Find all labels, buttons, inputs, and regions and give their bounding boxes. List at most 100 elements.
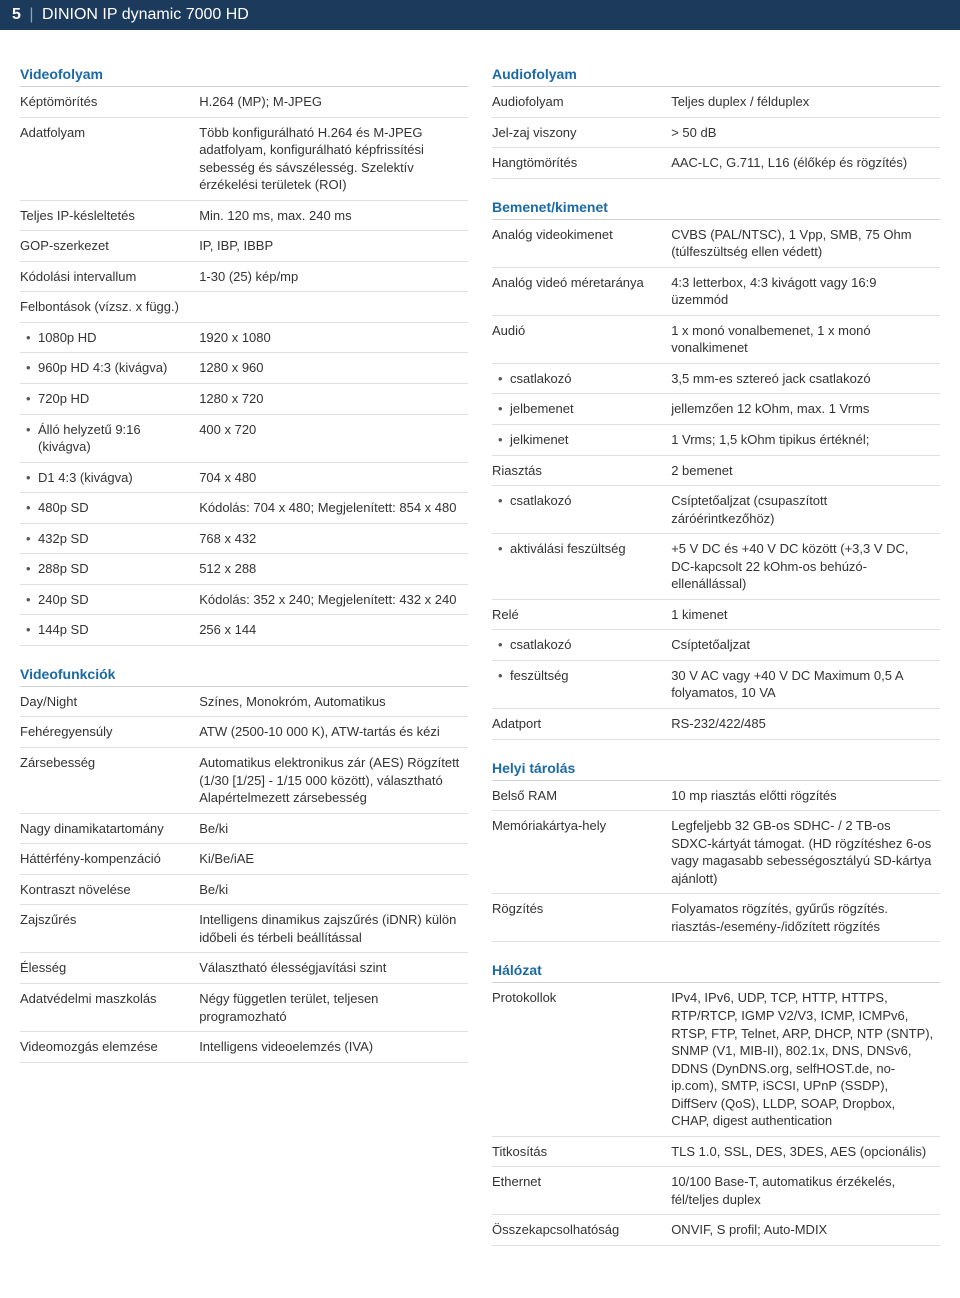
value: 400 x 720 (199, 414, 468, 462)
value: Intelligens videoelemzés (IVA) (199, 1032, 468, 1063)
value: ATW (2500-10 000 K), ATW-tartás és kézi (199, 717, 468, 748)
right-column: Audiofolyam AudiofolyamTeljes duplex / f… (492, 60, 940, 1260)
value: AAC-LC, G.711, L16 (élőkép és rögzítés) (671, 148, 940, 179)
value: 704 x 480 (199, 462, 468, 493)
table-videofunkciok: Day/NightSzínes, Monokróm, Automatikus F… (20, 687, 468, 1063)
label: Audiofolyam (492, 87, 671, 117)
label: Videomozgás elemzése (20, 1032, 199, 1063)
value: +5 V DC és +40 V DC között (+3,3 V DC, D… (671, 534, 940, 600)
label: csatlakozó (492, 363, 671, 394)
label: Relé (492, 599, 671, 630)
label: Élesség (20, 953, 199, 984)
label: jelkimenet (492, 425, 671, 456)
label: Képtömörítés (20, 87, 199, 117)
label: Protokollok (492, 983, 671, 1136)
value: 512 x 288 (199, 554, 468, 585)
label: Háttérfény-kompenzáció (20, 844, 199, 875)
value: Folyamatos rögzítés, gyűrűs rögzítés. ri… (671, 894, 940, 942)
label: jelbemenet (492, 394, 671, 425)
label: Memóriakártya-hely (492, 811, 671, 894)
label: Álló helyzetű 9:16 (kivágva) (20, 414, 199, 462)
value: Választható élességjavítási szint (199, 953, 468, 984)
label: csatlakozó (492, 630, 671, 661)
value: IPv4, IPv6, UDP, TCP, HTTP, HTTPS, RTP/R… (671, 983, 940, 1136)
value: Kódolás: 352 x 240; Megjelenített: 432 x… (199, 584, 468, 615)
value: RS-232/422/485 (671, 709, 940, 740)
value: 3,5 mm-es sztereó jack csatlakozó (671, 363, 940, 394)
label: 240p SD (20, 584, 199, 615)
label: 1080p HD (20, 322, 199, 353)
value: Több konfigurálható H.264 és M-JPEG adat… (199, 117, 468, 200)
label: Hangtömörítés (492, 148, 671, 179)
value: Teljes duplex / félduplex (671, 87, 940, 117)
felbontasok-label: Felbontások (vízsz. x függ.) (20, 292, 468, 323)
value: 1-30 (25) kép/mp (199, 261, 468, 292)
label: Kódolási intervallum (20, 261, 199, 292)
label: Jel-zaj viszony (492, 117, 671, 148)
value: 2 bemenet (671, 455, 940, 486)
value: 30 V AC vagy +40 V DC Maximum 0,5 A foly… (671, 660, 940, 708)
section-videofunkciok: Videofunkciók (20, 660, 468, 687)
value: 10 mp riasztás előtti rögzítés (671, 781, 940, 811)
value: 1920 x 1080 (199, 322, 468, 353)
value: Be/ki (199, 813, 468, 844)
value: Színes, Monokróm, Automatikus (199, 687, 468, 717)
label: feszültség (492, 660, 671, 708)
label: 720p HD (20, 384, 199, 415)
section-bemenet: Bemenet/kimenet (492, 193, 940, 220)
page-header: 5 | DINION IP dynamic 7000 HD (0, 0, 960, 30)
value: > 50 dB (671, 117, 940, 148)
value: Csíptetőaljzat (csupaszított záróérintke… (671, 486, 940, 534)
label: Analóg videó méretaránya (492, 267, 671, 315)
header-separator: | (29, 6, 33, 23)
section-audiofolyam: Audiofolyam (492, 60, 940, 87)
value: Automatikus elektronikus zár (AES) Rögzí… (199, 748, 468, 814)
label: Ethernet (492, 1167, 671, 1215)
label: GOP-szerkezet (20, 231, 199, 262)
label: Összekapcsolhatóság (492, 1215, 671, 1246)
page-number: 5 (12, 6, 21, 23)
value: Négy független terület, teljesen program… (199, 983, 468, 1031)
value: Kódolás: 704 x 480; Megjelenített: 854 x… (199, 493, 468, 524)
table-videofolyam: KéptömörítésH.264 (MP); M-JPEG Adatfolya… (20, 87, 468, 646)
table-audiofolyam: AudiofolyamTeljes duplex / félduplex Jel… (492, 87, 940, 179)
label: Analóg videokimenet (492, 220, 671, 268)
value: 1 x monó vonalbemenet, 1 x monó vonalkim… (671, 315, 940, 363)
table-bemenet: Analóg videokimenetCVBS (PAL/NTSC), 1 Vp… (492, 220, 940, 740)
value: Be/ki (199, 874, 468, 905)
section-halozat: Hálózat (492, 956, 940, 983)
label: D1 4:3 (kivágva) (20, 462, 199, 493)
value: 1280 x 960 (199, 353, 468, 384)
value: Intelligens dinamikus zajszűrés (iDNR) k… (199, 905, 468, 953)
page-title: DINION IP dynamic 7000 HD (42, 6, 249, 23)
value: 10/100 Base-T, automatikus érzékelés, fé… (671, 1167, 940, 1215)
label: 432p SD (20, 523, 199, 554)
value: Ki/Be/iAE (199, 844, 468, 875)
label: Adatport (492, 709, 671, 740)
label: Zajszűrés (20, 905, 199, 953)
label: Zársebesség (20, 748, 199, 814)
section-videofolyam: Videofolyam (20, 60, 468, 87)
value: Csíptetőaljzat (671, 630, 940, 661)
value: Min. 120 ms, max. 240 ms (199, 200, 468, 231)
section-helyi: Helyi tárolás (492, 754, 940, 781)
value: 256 x 144 (199, 615, 468, 646)
label: aktiválási feszültség (492, 534, 671, 600)
left-column: Videofolyam KéptömörítésH.264 (MP); M-JP… (20, 60, 468, 1260)
value: CVBS (PAL/NTSC), 1 Vpp, SMB, 75 Ohm (túl… (671, 220, 940, 268)
value: IP, IBP, IBBP (199, 231, 468, 262)
label: Adatvédelmi maszkolás (20, 983, 199, 1031)
value: H.264 (MP); M-JPEG (199, 87, 468, 117)
table-helyi: Belső RAM10 mp riasztás előtti rögzítés … (492, 781, 940, 943)
value: TLS 1.0, SSL, DES, 3DES, AES (opcionális… (671, 1136, 940, 1167)
value: 1 kimenet (671, 599, 940, 630)
label: Kontraszt növelése (20, 874, 199, 905)
label: 288p SD (20, 554, 199, 585)
label: Titkosítás (492, 1136, 671, 1167)
label: Belső RAM (492, 781, 671, 811)
value: 768 x 432 (199, 523, 468, 554)
label: Adatfolyam (20, 117, 199, 200)
value: jellemzően 12 kOhm, max. 1 Vrms (671, 394, 940, 425)
content-columns: Videofolyam KéptömörítésH.264 (MP); M-JP… (0, 30, 960, 1280)
table-halozat: ProtokollokIPv4, IPv6, UDP, TCP, HTTP, H… (492, 983, 940, 1246)
